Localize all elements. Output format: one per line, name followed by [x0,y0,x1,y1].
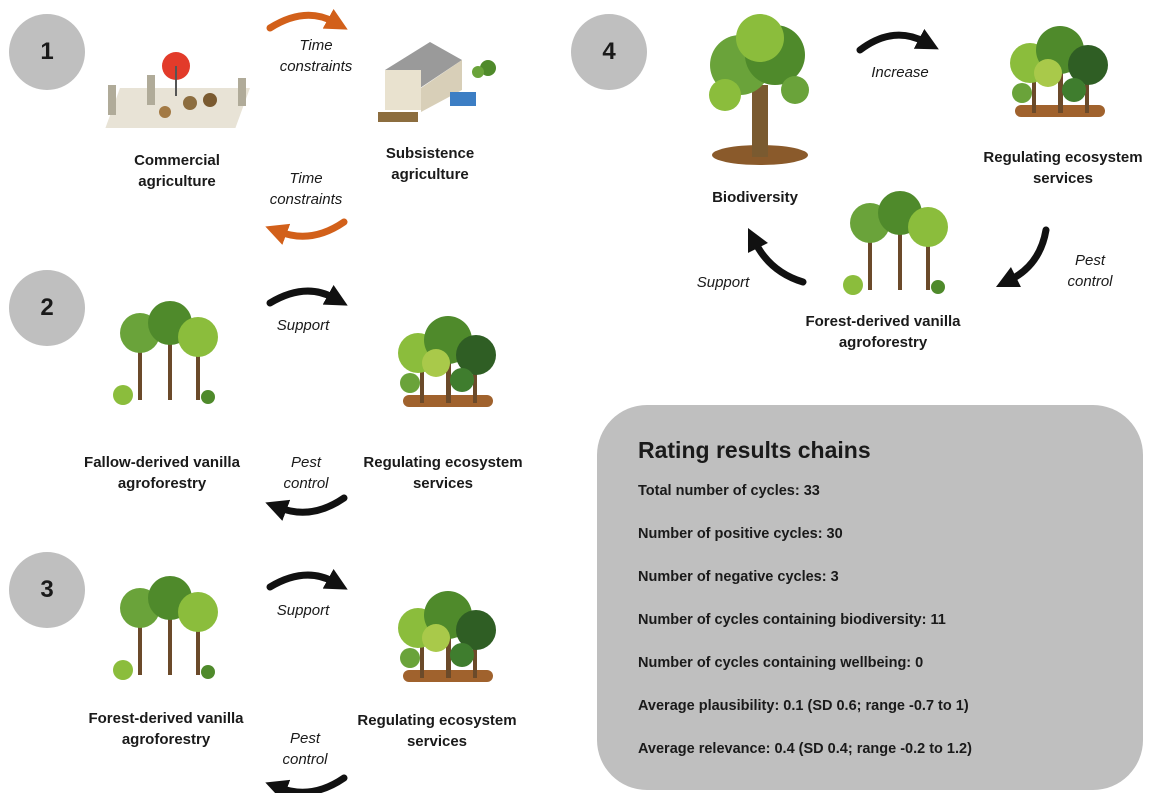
edge-label: Support [253,315,353,336]
edge-label: Time constraints [266,35,366,77]
illustration-forest [1010,26,1108,117]
node-label: Forest-derived vanilla agroforestry [793,311,973,353]
node-label: Regulating ecosystem services [973,147,1149,189]
edge-label: Increase [850,62,950,83]
node-label: Biodiversity [690,187,820,208]
rating-item: Average relevance: 0.4 (SD 0.4; range -0… [638,741,972,757]
edge-label: Pest control [269,728,341,770]
node-label: Subsistence agriculture [370,143,490,185]
illustration-market [105,52,250,128]
illustration-house [378,42,496,122]
illustration-vanilla [113,576,218,680]
rating-item: Number of cycles containing biodiversity… [638,612,946,628]
panel-number: 3 [9,552,85,628]
edge-label: Support [253,600,353,621]
node-label: Regulating ecosystem services [353,452,533,494]
edge-label: Support [673,272,773,293]
node-label: Forest-derived vanilla agroforestry [76,708,256,750]
node-label: Regulating ecosystem services [347,710,527,752]
illustration-forest [398,316,496,407]
node-label: Fallow-derived vanilla agroforestry [72,452,252,494]
panel-number: 4 [571,14,647,90]
node-label: Commercial agriculture [117,150,237,192]
page: 1 2 3 4 Commercial agriculture Subsisten… [0,0,1149,793]
rating-title: Rating results chains [638,437,871,464]
illustration-vanilla [843,191,948,295]
illustration-forest [398,591,496,682]
rating-item: Number of positive cycles: 30 [638,526,843,542]
rating-item: Average plausibility: 0.1 (SD 0.6; range… [638,698,969,714]
rating-item: Number of negative cycles: 3 [638,569,839,585]
panel-number: 1 [9,14,85,90]
illustration-fallow [113,301,218,405]
rating-item: Number of cycles containing wellbeing: 0 [638,655,923,671]
illustration-biodiversity [709,14,809,165]
edge-label: Pest control [1054,250,1126,292]
edge-label: Pest control [270,452,342,494]
rating-item: Total number of cycles: 33 [638,483,820,499]
panel-number: 2 [9,270,85,346]
edge-label: Time constraints [256,168,356,210]
diagram-graphics [0,0,1149,793]
